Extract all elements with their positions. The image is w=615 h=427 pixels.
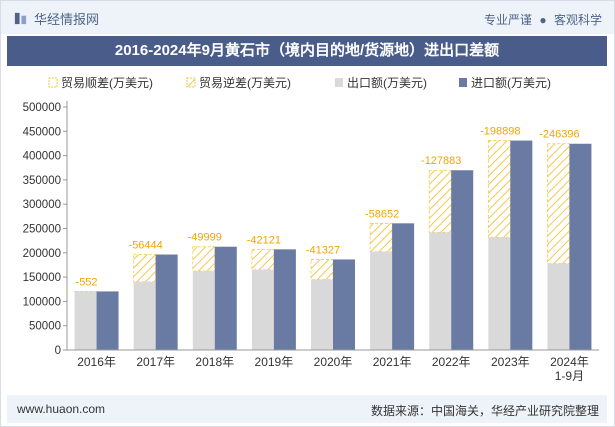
x-tick-label-line: 2021年 [373,355,412,369]
legend-label: 进口额(万美元) [471,76,551,90]
y-tick-label: 0 [55,345,61,357]
x-tick-label: 2021年 [373,355,412,369]
x-axis: 2016年 2017年 2018年 2019年 2020年 2021年 2022年 2023年… [67,349,599,383]
x-tick-label-line: 2018年 [195,355,234,369]
deficit-bar [487,140,511,238]
deficit-bar [251,248,275,271]
deficit-bar [133,254,157,283]
export-bar [429,232,452,350]
import-bar [451,170,474,350]
y-tick-label: 450000 [23,126,61,138]
deficit-bar [428,169,452,233]
export-bar [488,237,511,350]
export-bar [251,269,274,350]
y-axis: 0 50000 100000 150000 200000 250000 300000 3500… [23,101,68,357]
legend-swatch [186,77,196,88]
logo-icon [14,12,27,25]
deficit-data-label: -56444 [129,240,163,252]
y-tick-label: 400000 [23,151,61,163]
deficit-data-label: -49999 [188,232,222,244]
import-bar [333,259,355,350]
x-tick-label-line: 2016年 [77,355,116,369]
chart-title: 2016-2024年9月黄石市（境内目的地/货源地）进出口差额 [7,36,607,66]
x-tick-label-line: 1-9月 [555,369,584,383]
import-bar [569,143,592,350]
chart-legend: 贸易顺差(万美元) 贸易逆差(万美元) 出口额(万美元) 进口额(万美元) [48,75,551,90]
top-bar: 华经情报网 专业严谨 ● 客观科学 [1,1,614,34]
x-tick-label-line: 2022年 [432,355,471,369]
x-tick-label: 2022年 [432,355,471,369]
site-name: 华经情报网 [34,12,100,27]
x-tick-label-line: 2020年 [314,355,353,369]
y-tick-label: 200000 [23,248,61,260]
deficit-data-label: -58652 [365,208,399,220]
export-bar [547,263,570,350]
y-tick-label: 300000 [23,199,61,211]
y-tick-label: 250000 [23,224,61,236]
footer-url[interactable]: www.huaon.com [17,402,106,416]
x-tick-label-line: 2017年 [136,355,175,369]
deficit-data-label: -41327 [306,244,340,256]
x-tick-label: 2019年 [255,355,294,369]
legend-swatch [335,78,343,87]
deficit-data-label: -42121 [247,234,281,246]
deficit-bar [310,259,334,280]
legend-label: 贸易逆差(万美元) [199,75,291,90]
footer: www.huaon.com 数据来源：中国海关，华经产业研究院整理 [7,395,607,423]
bars-group: -552 -56444 -49999 -42121 -41327 -58652 -12788… [74,126,592,350]
import-bar [155,254,178,350]
export-bar [133,281,156,350]
legend-swatch [48,77,58,88]
separator-dot-icon: ● [539,13,547,27]
x-tick-label: 2018年 [195,355,234,369]
deficit-data-label: -198898 [480,126,520,138]
export-bar [192,271,215,350]
x-tick-label: 2024年 1-9月 [550,355,589,383]
x-tick-label-line: 2024年 [550,355,589,369]
import-bar [96,291,119,350]
x-tick-label: 2017年 [136,355,175,369]
y-tick-label: 500000 [23,102,61,114]
import-bar [214,246,237,350]
export-bar [370,251,393,350]
deficit-data-label: -246396 [539,129,579,141]
deficit-bar [369,222,393,253]
legend-swatch [459,78,467,87]
legend-label: 出口额(万美元) [347,76,427,90]
footer-source: 数据来源：中国海关，华经产业研究院整理 [370,404,599,418]
x-tick-label: 2020年 [314,355,353,369]
export-bar [311,279,333,350]
import-bar [510,140,533,350]
site-logo[interactable]: 华经情报网 [13,9,99,28]
y-tick-label: 50000 [29,321,61,333]
x-tick-label-line: 2019年 [255,355,294,369]
deficit-data-label: -127883 [421,155,461,167]
deficit-bar [192,246,216,272]
x-tick-label: 2016年 [77,355,116,369]
export-bar [74,291,97,350]
import-bar [273,249,296,350]
x-tick-label-line: 2023年 [491,355,530,369]
deficit-data-label: -552 [76,276,98,288]
tagline-left: 专业严谨 [484,13,533,27]
tagline: 专业严谨 ● 客观科学 [484,11,602,28]
y-tick-label: 150000 [23,272,61,284]
x-tick-label: 2023年 [491,355,530,369]
import-bar [392,223,415,350]
y-tick-label: 350000 [23,175,61,187]
deficit-bar [547,143,570,264]
tagline-right: 客观科学 [553,13,602,27]
chart-plot: 贸易顺差(万美元) 贸易逆差(万美元) 出口额(万美元) 进口额(万美元) 0 5000… [23,75,599,383]
y-tick-label: 100000 [23,296,61,308]
legend-label: 贸易顺差(万美元) [61,76,153,90]
